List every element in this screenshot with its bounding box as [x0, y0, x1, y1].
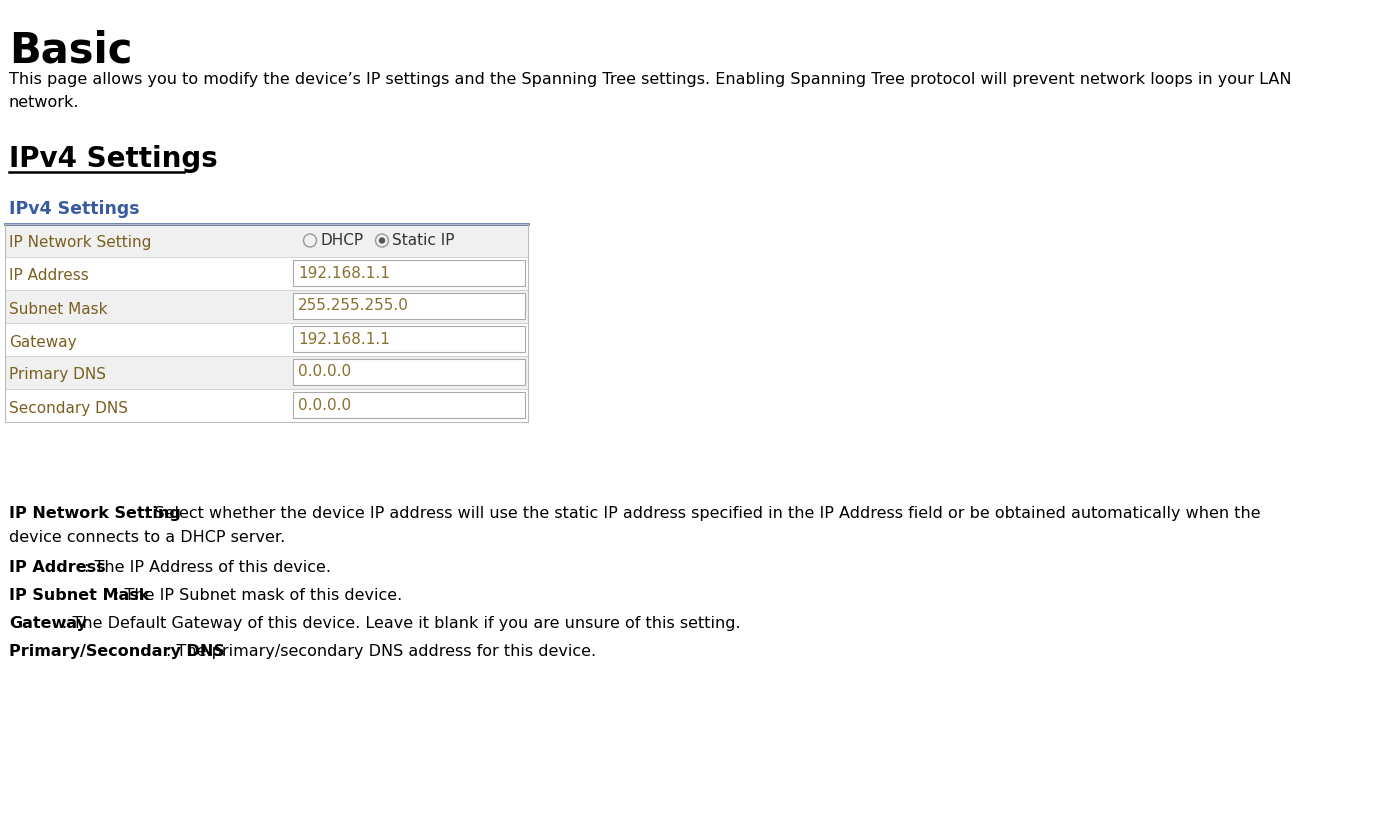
Text: This page allows you to modify the device’s IP settings and the Spanning Tree se: This page allows you to modify the devic…: [10, 72, 1292, 87]
Text: Gateway: Gateway: [10, 616, 87, 631]
Text: Gateway: Gateway: [10, 335, 77, 349]
Bar: [292, 261, 525, 287]
Bar: [6, 224, 528, 257]
Text: 192.168.1.1: 192.168.1.1: [298, 331, 390, 347]
Bar: [6, 257, 528, 290]
Text: IPv4 Settings: IPv4 Settings: [10, 200, 139, 218]
Text: DHCP: DHCP: [320, 233, 363, 248]
Text: Basic: Basic: [10, 30, 132, 72]
Text: network.: network.: [10, 95, 80, 110]
Circle shape: [379, 238, 385, 243]
Bar: [292, 392, 525, 418]
Text: : The IP Address of this device.: : The IP Address of this device.: [84, 560, 331, 575]
Text: Subnet Mask: Subnet Mask: [10, 302, 108, 316]
Text: 192.168.1.1: 192.168.1.1: [298, 266, 390, 280]
Bar: [6, 323, 528, 356]
Bar: [292, 293, 525, 320]
Text: IP Subnet Mask: IP Subnet Mask: [10, 588, 149, 603]
Text: : The primary/secondary DNS address for this device.: : The primary/secondary DNS address for …: [167, 644, 597, 659]
Text: IP Network Setting: IP Network Setting: [10, 235, 152, 251]
Text: IP Address: IP Address: [10, 269, 88, 284]
Text: : Select whether the device IP address will use the static IP address specified : : Select whether the device IP address w…: [143, 506, 1260, 521]
Bar: [6, 224, 528, 422]
Text: 0.0.0.0: 0.0.0.0: [298, 398, 352, 413]
Text: device connects to a DHCP server.: device connects to a DHCP server.: [10, 530, 285, 545]
Bar: [292, 326, 525, 353]
Text: : The IP Subnet mask of this device.: : The IP Subnet mask of this device.: [114, 588, 403, 603]
Text: 0.0.0.0: 0.0.0.0: [298, 364, 352, 380]
Bar: [6, 356, 528, 389]
Text: 255.255.255.0: 255.255.255.0: [298, 298, 410, 313]
Text: IP Address: IP Address: [10, 560, 106, 575]
Bar: [6, 389, 528, 422]
Bar: [292, 359, 525, 386]
Text: IP Network Setting: IP Network Setting: [10, 506, 181, 521]
Text: Primary/Secondary DNS: Primary/Secondary DNS: [10, 644, 225, 659]
Text: : The Default Gateway of this device. Leave it blank if you are unsure of this s: : The Default Gateway of this device. Le…: [62, 616, 741, 631]
Bar: [6, 290, 528, 323]
Text: Primary DNS: Primary DNS: [10, 367, 106, 382]
Text: Secondary DNS: Secondary DNS: [10, 400, 128, 415]
Text: IPv4 Settings: IPv4 Settings: [10, 145, 218, 173]
Text: Static IP: Static IP: [392, 233, 455, 248]
